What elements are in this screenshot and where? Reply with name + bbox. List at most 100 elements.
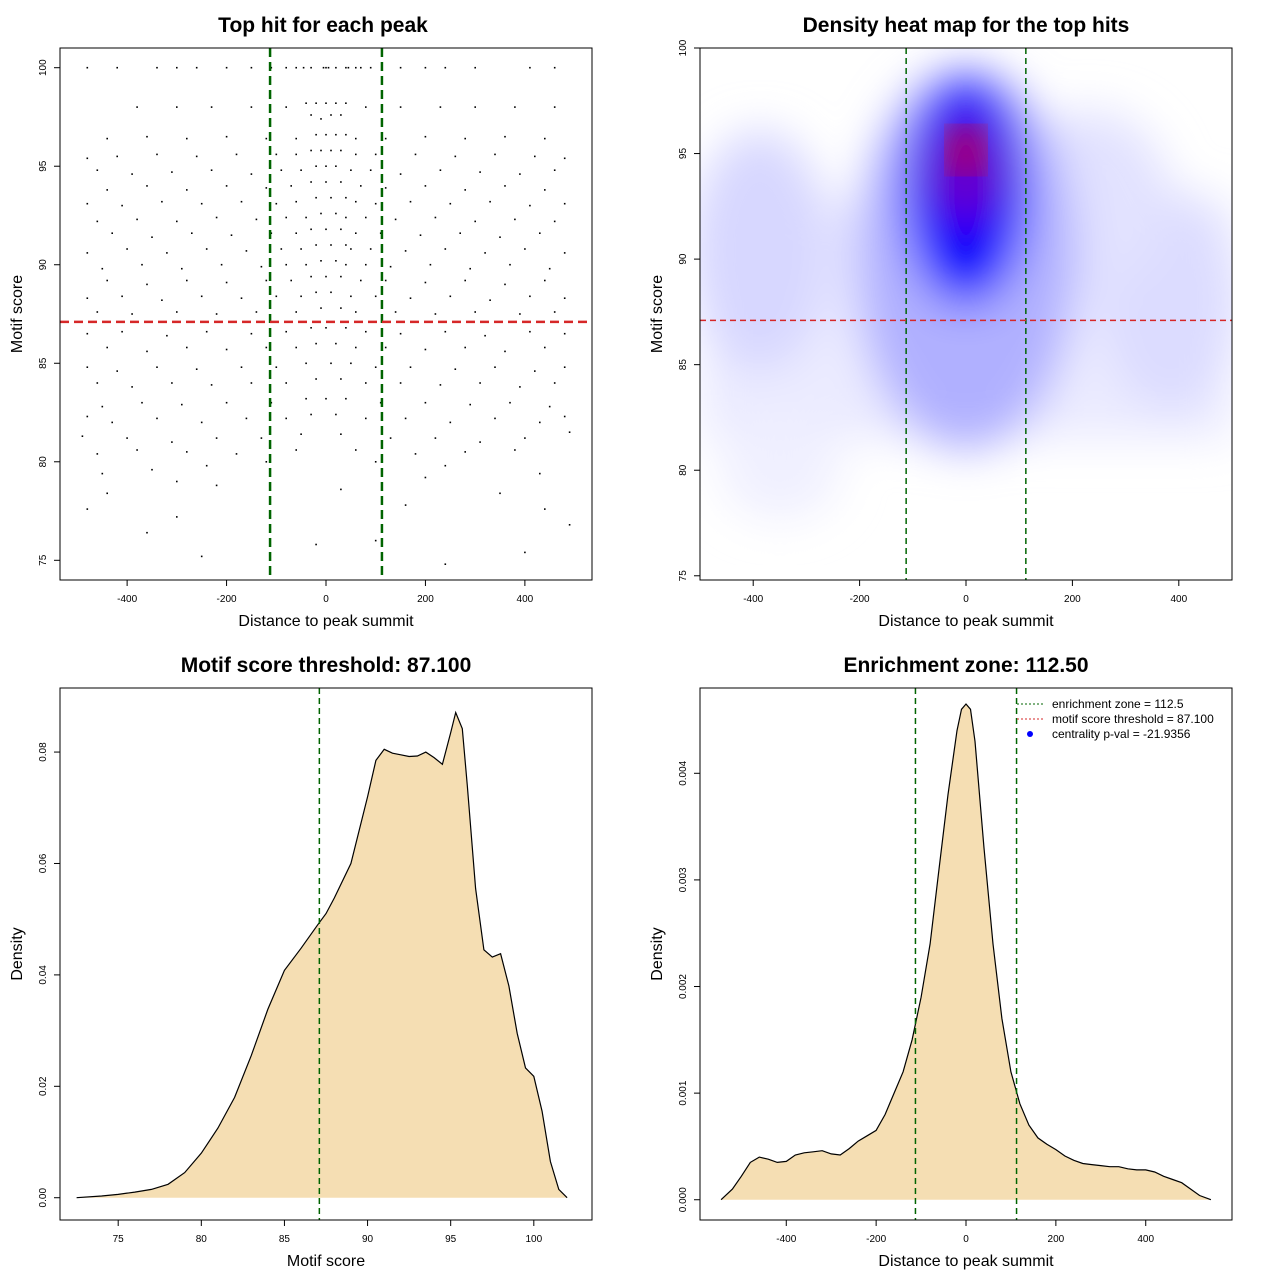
- scatter-point: [310, 66, 312, 69]
- heatmap-y-tick-label: 90: [678, 253, 689, 265]
- scatter-point: [524, 551, 526, 554]
- scatter-point: [250, 106, 253, 108]
- scatter-point: [454, 155, 457, 158]
- scatter-point: [394, 311, 397, 313]
- legend-point-centrality: [1027, 731, 1033, 737]
- scatter-point: [315, 291, 317, 294]
- scatter-point: [205, 464, 208, 467]
- scatter-point: [553, 220, 556, 223]
- scatter-point: [340, 488, 342, 491]
- scatter-point: [325, 327, 327, 329]
- scatter-point: [111, 232, 113, 234]
- scatter-y-tick-label: 90: [38, 259, 49, 271]
- scatter-point: [96, 311, 99, 313]
- scatter-point: [295, 232, 297, 234]
- scatter-point: [340, 228, 342, 231]
- scatter-point: [156, 153, 158, 156]
- heatmap-y-tick-label: 100: [678, 39, 689, 56]
- scatter-point: [374, 539, 377, 542]
- distance-density-title: Enrichment zone: 112.50: [843, 654, 1088, 677]
- scatter-point: [300, 169, 302, 171]
- scatter-point: [285, 263, 287, 266]
- scatter-point: [350, 248, 352, 250]
- scatter-point: [315, 165, 317, 167]
- scatter-point: [255, 218, 258, 221]
- score-density-title: Motif score threshold: 87.100: [181, 654, 472, 677]
- scatter-point: [355, 449, 357, 451]
- scatter-point: [553, 311, 556, 313]
- scatter-y-tick-label: 75: [38, 554, 49, 566]
- scatter-point: [340, 307, 342, 309]
- scatter-point: [290, 185, 292, 187]
- scatter-point: [285, 330, 287, 333]
- scatter-point: [186, 137, 188, 140]
- legend-label-enrichment-zone: enrichment zone = 112.5: [1052, 697, 1184, 711]
- score-density-curve: [76, 710, 568, 1199]
- distance-density-x-label: Distance to peak summit: [878, 1253, 1054, 1270]
- scatter-point: [434, 216, 437, 219]
- scatter-point: [544, 346, 546, 349]
- scatter-point: [327, 66, 330, 69]
- heatmap-x-label: Distance to peak summit: [878, 613, 1054, 630]
- score-density-area: [76, 712, 568, 1198]
- scatter-point: [360, 66, 362, 69]
- scatter-point: [215, 437, 218, 439]
- scatter-point: [86, 332, 89, 335]
- distance-density-y-tick-label: 0.000: [678, 1187, 689, 1212]
- scatter-point: [369, 169, 372, 171]
- scatter-point: [121, 330, 123, 333]
- scatter-point: [474, 220, 476, 223]
- scatter-point: [295, 200, 297, 203]
- scatter-point: [300, 295, 302, 298]
- scatter-point: [240, 297, 243, 299]
- distance-density-axes: -400 -200 0 200 400 0.000 0.001 0.002 0.003 0.004: [678, 760, 1155, 1245]
- scatter-point: [365, 382, 367, 384]
- scatter-point: [340, 433, 342, 435]
- scatter-point: [340, 114, 342, 116]
- scatter-point: [539, 472, 541, 475]
- scatter-point: [86, 508, 89, 510]
- scatter-point: [290, 279, 292, 282]
- scatter-point: [325, 66, 327, 69]
- distance-density-x-tick-label: -200: [866, 1234, 886, 1245]
- score-density-x-tick-label: 100: [525, 1234, 542, 1245]
- scatter-point: [355, 346, 357, 349]
- scatter-point: [250, 332, 253, 335]
- scatter-point: [345, 327, 347, 329]
- score-density-y-label: Density: [9, 927, 26, 980]
- heatmap-x-tick-label: -200: [850, 594, 870, 605]
- scatter-point: [295, 449, 297, 451]
- scatter-x-tick-label: -400: [117, 594, 137, 605]
- score-density-marks: 75 80 85 90 95 100 0.00 0.02 0.04 0.06 0.08: [38, 688, 568, 1245]
- scatter-point: [484, 334, 486, 337]
- scatter-point: [365, 330, 367, 333]
- scatter-point: [265, 279, 268, 282]
- scatter-point: [563, 252, 566, 254]
- heatmap-lower-left-blob: [720, 420, 840, 520]
- scatter-point: [111, 421, 113, 424]
- scatter-point: [116, 155, 118, 158]
- distance-density-curve: [720, 703, 1212, 1201]
- panel-scatter: Top hit for each peak Distance to peak s…: [9, 14, 593, 630]
- scatter-point: [305, 216, 307, 219]
- scatter-point: [394, 218, 397, 221]
- scatter-axes: -400 -200 0 200 400 75 80 85 90 95 100: [38, 59, 534, 605]
- scatter-point: [563, 157, 566, 160]
- scatter-point: [340, 181, 342, 183]
- scatter-point: [568, 524, 571, 526]
- scatter-point: [360, 185, 362, 187]
- scatter-point: [345, 263, 347, 266]
- scatter-point: [86, 297, 89, 299]
- scatter-point: [210, 384, 213, 386]
- scatter-point: [345, 102, 347, 104]
- scatter-point: [280, 248, 283, 250]
- scatter-point: [315, 102, 317, 104]
- scatter-point: [305, 263, 307, 266]
- scatter-point: [399, 332, 402, 335]
- scatter-point: [176, 106, 178, 108]
- scatter-point: [146, 185, 148, 187]
- scatter-point: [86, 252, 89, 254]
- scatter-point: [285, 216, 287, 219]
- scatter-point: [350, 362, 352, 365]
- scatter-point: [474, 311, 476, 313]
